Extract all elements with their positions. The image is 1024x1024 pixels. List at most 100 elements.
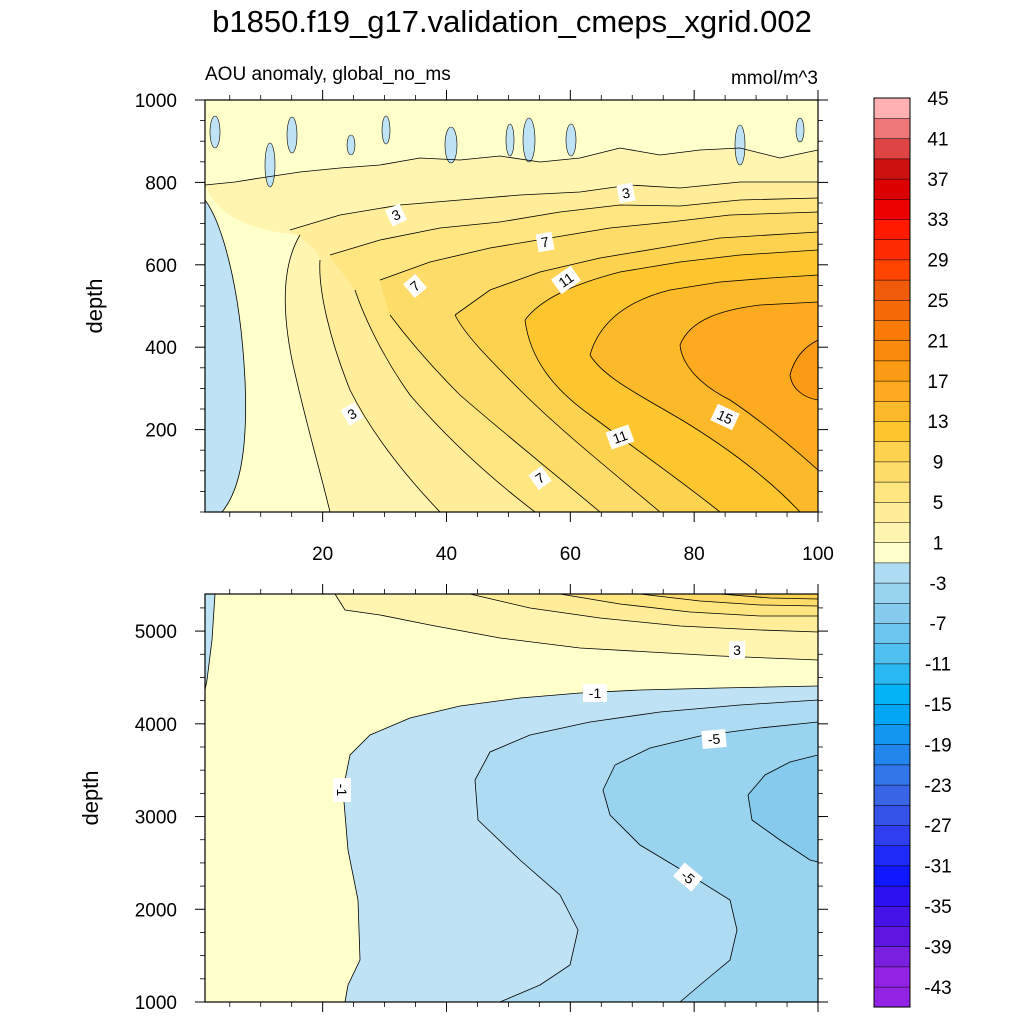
- colorbar-swatch: [873, 562, 911, 584]
- contour-line: [559, 594, 818, 617]
- colorbar-tick-label: -39: [924, 937, 951, 958]
- colorbar-swatch: [873, 481, 911, 503]
- colorbar-swatch: [873, 784, 911, 806]
- contour-label-text: 3: [733, 642, 741, 658]
- contour-label: -1: [333, 778, 351, 802]
- contour-label: 11: [605, 424, 635, 450]
- upper-contour-fills: [205, 100, 818, 512]
- colorbar-tick-label: -3: [930, 574, 947, 595]
- fill-level-17: [680, 302, 818, 470]
- contour-label: -1: [583, 684, 607, 702]
- colorbar-swatch: [873, 582, 911, 604]
- fill-level-19: [790, 340, 818, 400]
- colorbar-swatch: [873, 905, 911, 927]
- contour-label: 3: [616, 182, 636, 204]
- fill-negative-spot: [565, 123, 577, 157]
- colorbar-tick-label: 33: [927, 210, 948, 231]
- x-tick-label: 40: [436, 544, 457, 565]
- contour-label-text: -1: [334, 784, 350, 797]
- contour-line: [719, 594, 818, 600]
- contour-line: [679, 301, 818, 471]
- colorbar-swatch: [873, 461, 911, 483]
- contour-label: 7: [535, 231, 555, 253]
- colorbar-tick-label: -27: [924, 816, 951, 837]
- colorbar-swatch: [873, 198, 911, 220]
- contour-label-bg: [616, 182, 636, 204]
- contour-line: [474, 699, 818, 1002]
- contour-label: -5: [673, 862, 703, 892]
- contour-label-bg: [384, 203, 408, 227]
- lower-contour-labels: 3 -1 -5 -1 -5: [333, 641, 745, 892]
- y-tick-label: 200: [145, 421, 177, 442]
- contour-label-bg: [729, 641, 745, 659]
- lower-plot-frame: [204, 593, 819, 1003]
- colorbar-swatch: [873, 380, 911, 402]
- colorbar-swatch: [873, 420, 911, 442]
- y-tick-label: 3000: [135, 808, 177, 829]
- colorbar-swatch: [873, 824, 911, 846]
- colorbar-tick-label: -19: [924, 735, 951, 756]
- colorbar-tick-label: -43: [924, 978, 951, 999]
- colorbar-swatch: [873, 158, 911, 180]
- colorbar-tick-label: 45: [927, 89, 948, 110]
- chart-title: b1850.f19_g17.validation_cmeps_xgrid.002: [212, 4, 812, 39]
- colorbar-tick-label: 9: [933, 453, 944, 474]
- fill-negative-spot: [264, 142, 276, 188]
- contour-label-text: 7: [540, 233, 551, 250]
- units-label: mmol/m^3: [730, 68, 818, 89]
- contour-line: [789, 339, 818, 401]
- colorbar-swatch: [873, 663, 911, 685]
- colorbar-tick-label: 1: [933, 533, 944, 554]
- colorbar-swatch: [873, 239, 911, 261]
- colorbar-tick-label: 29: [927, 251, 948, 272]
- colorbar-swatch: [873, 259, 911, 281]
- colorbar-swatch: [873, 97, 911, 119]
- contour-label-text: -1: [589, 685, 602, 701]
- contour-line: [602, 721, 818, 1002]
- y-tick-label: 4000: [135, 715, 177, 736]
- contour-label: 3: [384, 203, 408, 227]
- colorbar-swatch: [873, 723, 911, 745]
- contour-label-bg: [551, 265, 581, 295]
- colorbar-swatch: [873, 521, 911, 543]
- x-tick-label: 80: [684, 544, 705, 565]
- y-tick-label: 1000: [135, 91, 177, 112]
- lower-contour-lines: [205, 594, 818, 1002]
- colorbar-swatch: [873, 178, 911, 200]
- y-tick-label: 800: [145, 173, 177, 194]
- colorbar-swatch: [873, 703, 911, 725]
- fill-negative-spot: [734, 124, 746, 166]
- lower-panel: 1000 2000 3000 4000 5000 3 -1 -5 -1 -5 depth: [78, 584, 828, 1014]
- colorbar-swatch: [873, 643, 911, 665]
- colorbar-swatch: [873, 400, 911, 422]
- fill-left-sliver: [205, 594, 215, 690]
- colorbar-swatch: [873, 744, 911, 766]
- contour-label-bg: [403, 273, 427, 299]
- fill-negative-spot: [795, 117, 805, 143]
- chart-subtitle: AOU anomaly, global_no_ms: [205, 64, 451, 85]
- contour-label-bg: [583, 684, 607, 702]
- colorbar-swatch: [873, 845, 911, 867]
- y-tick-label: 5000: [135, 622, 177, 643]
- fill-negative-spot: [522, 117, 536, 163]
- colorbar-tick-label: 41: [927, 129, 948, 150]
- colorbar-tick-label: -7: [930, 614, 947, 635]
- upper-y-axis-title: depth: [82, 278, 107, 333]
- colorbar-swatch: [873, 138, 911, 160]
- contour-label-bg: [701, 728, 727, 750]
- contour-line: [469, 594, 818, 633]
- colorbar-tick-label: 13: [927, 412, 948, 433]
- contour-label-text: -5: [707, 730, 721, 747]
- contour-line: [334, 594, 818, 661]
- contour-line: [342, 685, 818, 1002]
- x-tick-label: 60: [560, 544, 581, 565]
- fill-negative-spot: [444, 126, 458, 164]
- contour-line: [747, 754, 818, 863]
- colorbar-swatch: [873, 622, 911, 644]
- colorbar-swatch: [873, 986, 911, 1008]
- colorbar-swatch: [873, 441, 911, 463]
- colorbar-swatch: [873, 966, 911, 988]
- contour-label: 3: [340, 402, 364, 426]
- y-tick-label: 2000: [135, 900, 177, 921]
